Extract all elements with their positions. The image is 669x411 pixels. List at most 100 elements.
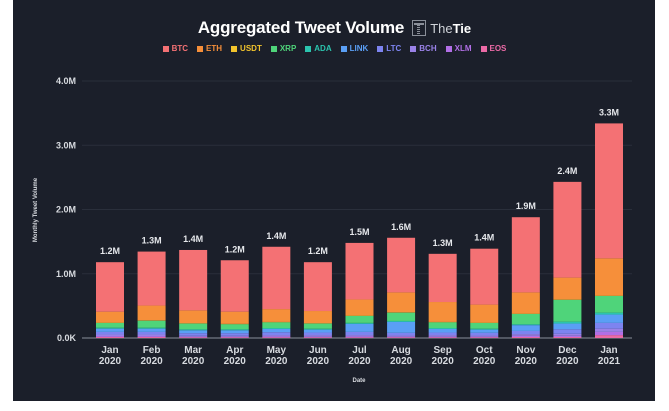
bar-segment-ltc — [595, 322, 623, 329]
bar-segment-xrp — [595, 295, 623, 313]
legend-item-link[interactable]: LINK — [340, 44, 368, 53]
bar-segment-btc — [428, 253, 457, 303]
bar-segment-eth — [262, 309, 291, 322]
chart-header: Aggregated Tweet Volume TheTie — [0, 16, 669, 40]
bar-segment-btc — [96, 262, 124, 312]
legend-swatch — [340, 45, 347, 52]
legend-item-eos[interactable]: EOS — [480, 44, 507, 53]
bar-segment-btc — [262, 246, 291, 310]
x-tick-year: 2020 — [307, 356, 330, 367]
bar-segment-ltc — [470, 332, 499, 336]
legend-item-btc[interactable]: BTC — [162, 44, 189, 53]
bar-segment-ltc — [511, 330, 540, 335]
bar-segment-xrp — [137, 320, 166, 328]
chart-title: Aggregated Tweet Volume — [197, 18, 405, 37]
x-tick-month: Nov — [516, 345, 535, 356]
bar-segment-eth — [470, 304, 499, 323]
legend-item-xlm[interactable]: XLM — [445, 44, 472, 53]
x-tick-month: Oct — [476, 345, 493, 356]
bar-segment-bch — [553, 333, 582, 336]
bar-segment-link — [96, 328, 124, 332]
bar-total-label: 1.5M — [349, 227, 369, 237]
bar-segment-ada — [595, 312, 623, 315]
bar-segment-ada — [553, 321, 582, 324]
legend-swatch — [480, 45, 487, 52]
brand-name: TheTie — [430, 20, 472, 36]
bar-segment-link — [137, 328, 166, 332]
bar-segment-eth — [345, 299, 374, 316]
bar-segment-ltc — [387, 332, 416, 336]
bar-segment-eth — [220, 311, 249, 324]
bar-segment-eth — [137, 305, 166, 321]
bar-segment-xlm — [96, 336, 124, 338]
bar-total-label: 1.9M — [516, 201, 536, 211]
legend-item-ada[interactable]: ADA — [305, 44, 332, 53]
x-tick-year: 2020 — [515, 356, 538, 367]
bar-segment-eos — [387, 337, 416, 338]
bar-segment-btc — [137, 251, 166, 306]
bar-segment-btc — [220, 260, 249, 312]
x-tick-month: Aug — [391, 345, 410, 356]
bar-segment-xrp — [428, 322, 457, 329]
bar-segment-bch — [96, 334, 124, 337]
bar-segment-ada — [179, 329, 208, 331]
bar-segment-link — [220, 330, 249, 334]
legend-label: EOS — [489, 44, 507, 53]
bar-segment-link — [179, 330, 208, 334]
legend-item-xrp[interactable]: XRP — [270, 44, 297, 53]
bar-segment-bch — [428, 335, 457, 337]
bar-segment-xlm — [220, 336, 249, 338]
bar-segment-xlm — [387, 336, 416, 338]
bar-segment-eth — [96, 311, 124, 323]
bar-segment-xrp — [470, 322, 499, 329]
legend-label: BCH — [419, 44, 437, 53]
bar-segment-bch — [345, 335, 374, 337]
legend-label: USDT — [240, 44, 262, 53]
bar-segment-eth — [595, 258, 623, 296]
chart-legend: BTC ETH USDT XRP ADA LINK LTC BCH XLM EOS — [0, 44, 669, 53]
x-tick-month: Sep — [433, 345, 451, 356]
legend-item-eth[interactable]: ETH — [197, 44, 222, 53]
x-tick-year: 2020 — [99, 356, 122, 367]
x-tick-month: Mar — [184, 345, 202, 356]
bar-segment-link — [595, 314, 623, 323]
bar-total-label: 1.2M — [225, 244, 245, 254]
bar-segment-eos — [428, 337, 457, 338]
bar-segment-link — [262, 329, 291, 333]
legend-label: XRP — [279, 44, 297, 53]
bar-segment-btc — [303, 262, 332, 312]
thetie-logo-icon — [412, 20, 427, 36]
bar-segment-xlm — [262, 336, 291, 338]
bar-segment-bch — [262, 335, 291, 337]
bar-segment-bch — [595, 328, 623, 332]
x-tick-month: Jan — [101, 345, 118, 356]
bar-segment-link — [303, 329, 332, 333]
y-tick-label: 0.0K — [57, 333, 77, 343]
legend-label: BTC — [171, 44, 189, 53]
bar-segment-ada — [387, 320, 416, 322]
bar-segment-btc — [179, 249, 208, 311]
legend-item-bch[interactable]: BCH — [410, 44, 437, 53]
bar-segment-ltc — [428, 332, 457, 336]
bar-segment-ada — [470, 328, 499, 330]
legend-label: ETH — [206, 44, 223, 53]
x-tick-month: Jun — [309, 345, 327, 356]
legend-swatch — [231, 45, 238, 52]
x-tick-month: May — [267, 345, 287, 356]
x-tick-month: Apr — [226, 345, 243, 356]
y-axis-label: Monthly Tweet Volume — [33, 177, 39, 242]
bar-segment-ada — [96, 327, 124, 329]
legend-item-usdt[interactable]: USDT — [231, 44, 262, 53]
bar-total-label: 1.4M — [266, 231, 286, 241]
bar-segment-link — [345, 323, 374, 332]
bar-segment-link — [511, 325, 540, 331]
legend-item-ltc[interactable]: LTC — [377, 44, 401, 53]
legend-swatch — [197, 45, 204, 52]
bar-segment-link — [428, 329, 457, 333]
bar-segment-ltc — [179, 333, 208, 336]
bar-total-label: 1.2M — [308, 246, 328, 256]
bar-segment-xrp — [179, 323, 208, 330]
bar-segment-eos — [137, 337, 166, 338]
x-tick-year: 2020 — [140, 356, 163, 367]
bar-segment-bch — [387, 335, 416, 337]
